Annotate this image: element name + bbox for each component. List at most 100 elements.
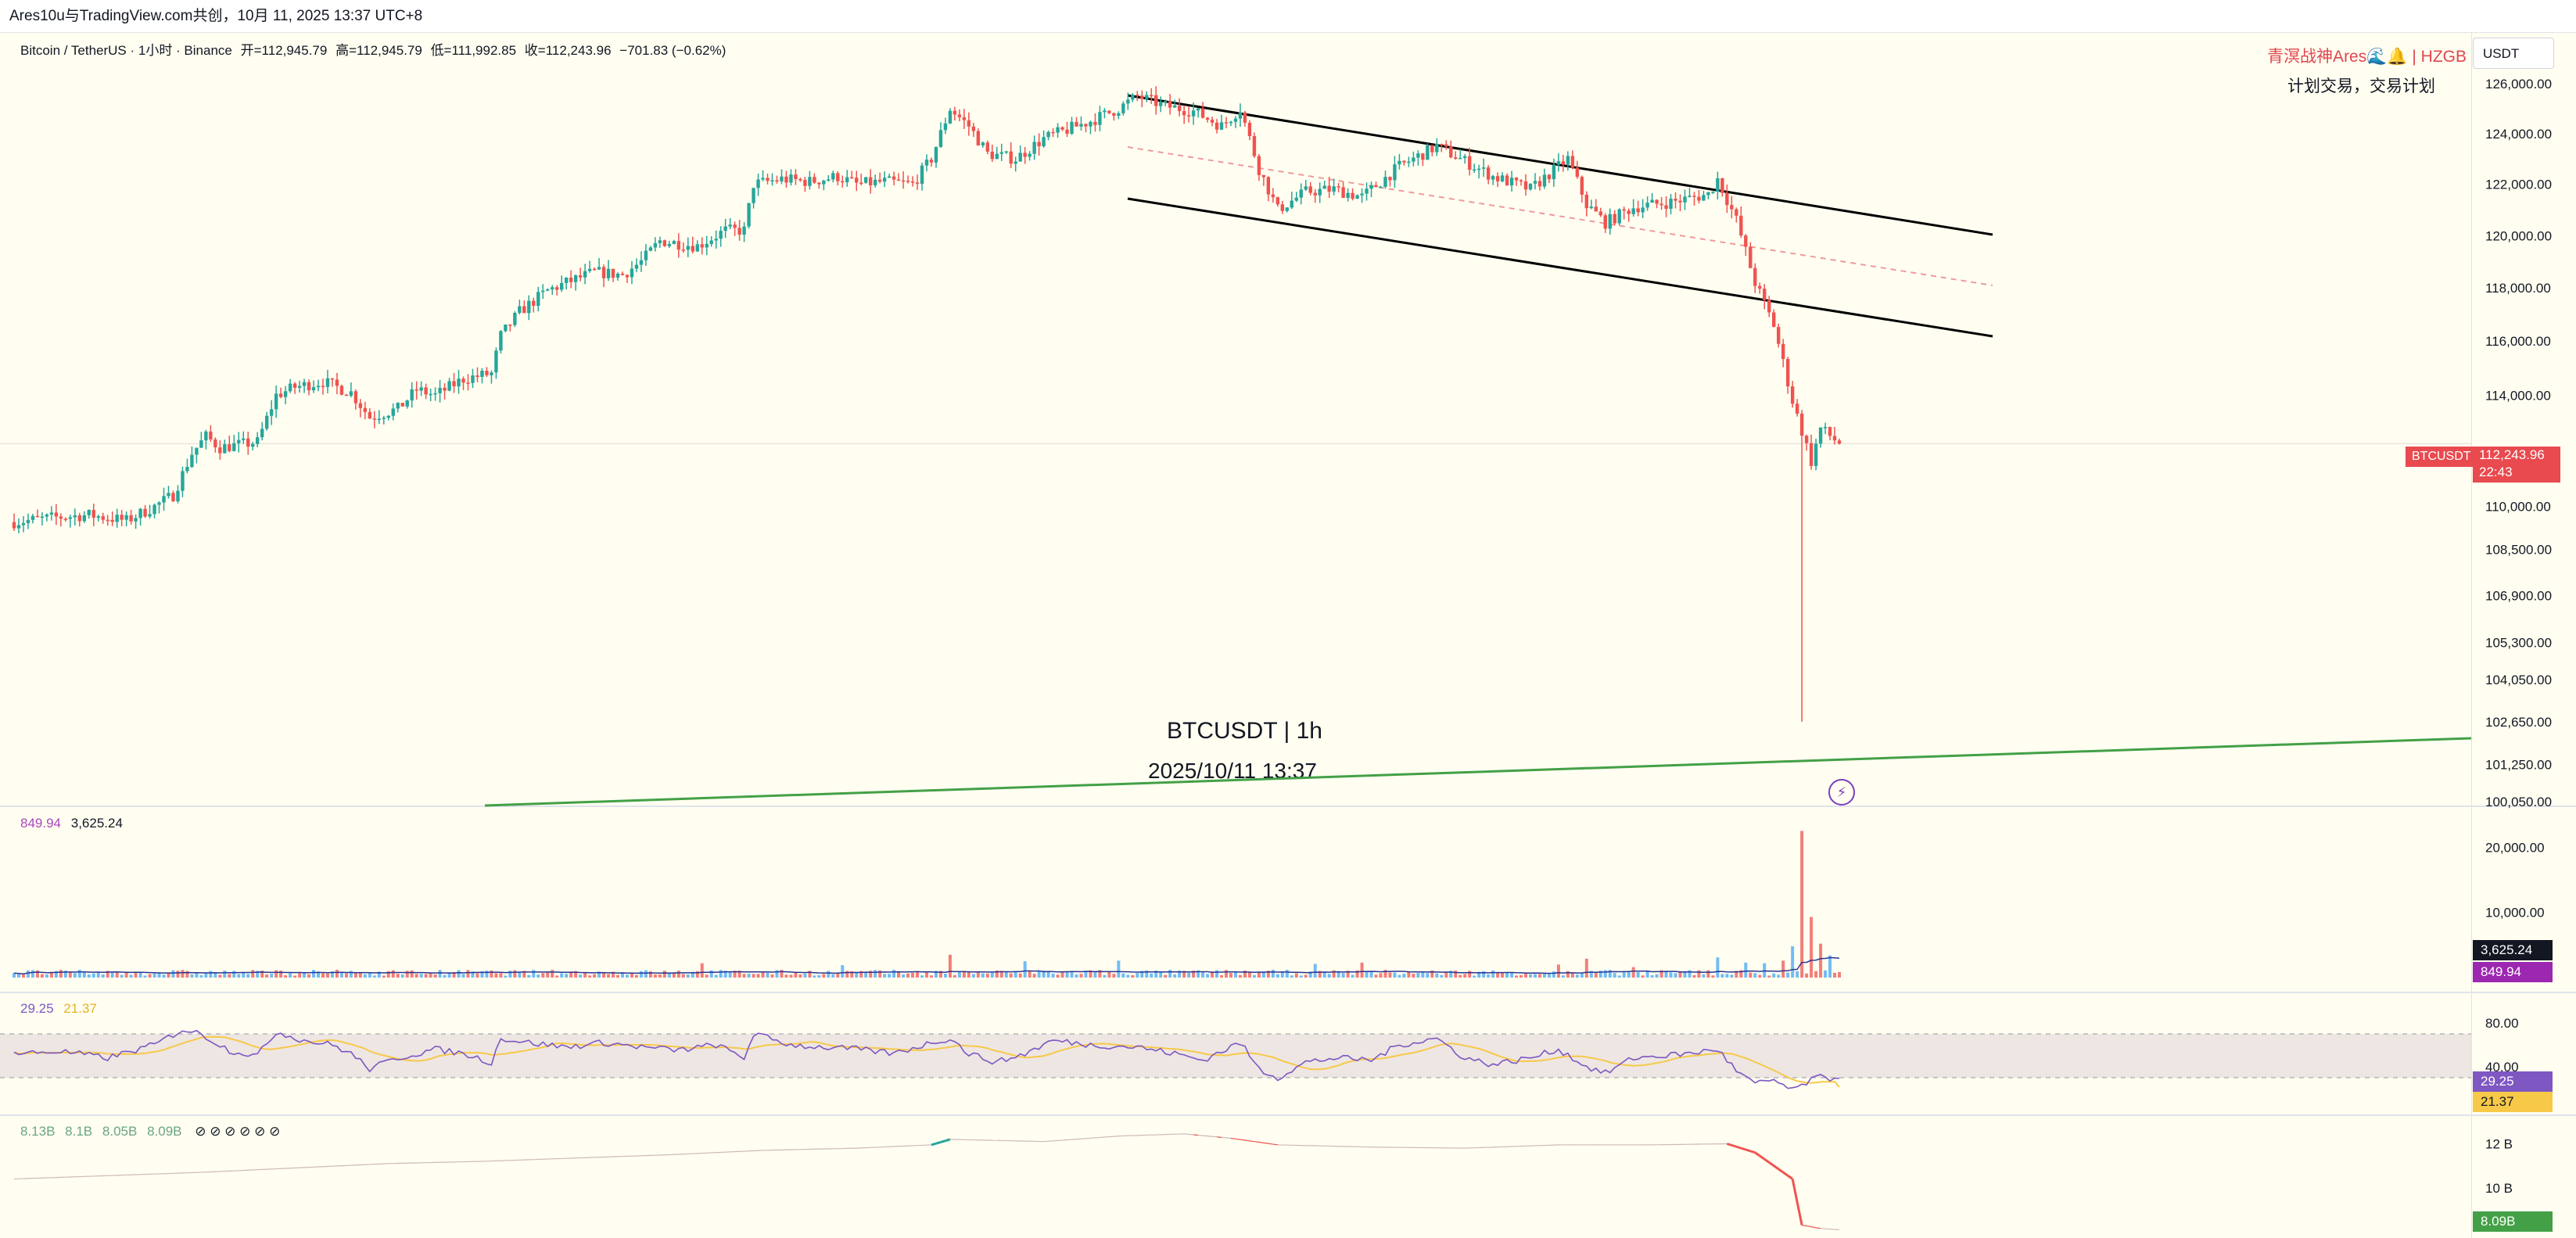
candle-body bbox=[1238, 112, 1243, 119]
candle-body bbox=[1136, 95, 1139, 96]
candle-body bbox=[672, 241, 676, 244]
volume-bar bbox=[686, 974, 690, 978]
volume-bar bbox=[925, 972, 928, 978]
volume-bar bbox=[662, 971, 666, 978]
candle-body bbox=[1495, 176, 1500, 181]
volume-bar bbox=[344, 973, 348, 978]
candle-body bbox=[630, 268, 634, 278]
candle-body bbox=[1556, 161, 1561, 165]
hidden-indicators-icons[interactable]: ⊘ ⊘ ⊘ ⊘ ⊘ ⊘ bbox=[195, 1124, 281, 1139]
volume-bar bbox=[1735, 971, 1738, 978]
volume-bar bbox=[888, 974, 892, 978]
volume-bar bbox=[325, 973, 329, 978]
candle-body bbox=[1547, 174, 1552, 180]
candle-body bbox=[1247, 123, 1252, 137]
volume-bar bbox=[648, 971, 652, 978]
candle-body bbox=[1758, 285, 1762, 289]
obv-segment bbox=[1735, 1145, 1742, 1150]
obv-legend-v2: 8.1B bbox=[65, 1124, 93, 1139]
close-value: 收=112,243.96 bbox=[524, 43, 612, 58]
candle-body bbox=[35, 515, 40, 518]
candle-body bbox=[457, 379, 461, 387]
volume-ma-tag: 3,625.24 bbox=[2473, 940, 2553, 960]
volume-bar bbox=[363, 974, 367, 978]
obv-segment bbox=[1249, 1140, 1255, 1143]
candle-body bbox=[232, 443, 236, 451]
volume-bar bbox=[124, 972, 128, 978]
candle-body bbox=[882, 178, 887, 182]
volume-bar bbox=[990, 972, 994, 978]
candle-body bbox=[836, 173, 840, 181]
candle-body bbox=[1271, 194, 1275, 198]
candle-body bbox=[999, 152, 1003, 154]
volume-bar bbox=[1758, 974, 1762, 978]
candle-body bbox=[1645, 203, 1649, 208]
volume-bar bbox=[279, 971, 283, 978]
currency-button[interactable]: USDT bbox=[2473, 38, 2554, 69]
candle-body bbox=[971, 126, 976, 131]
lightning-icon[interactable]: ⚡ bbox=[1828, 779, 1855, 806]
ascending-trend-line bbox=[484, 737, 2472, 807]
candle-body bbox=[1131, 95, 1135, 100]
volume-bar bbox=[1477, 971, 1481, 978]
obv-segment bbox=[1193, 1134, 1199, 1136]
candle-body bbox=[910, 181, 915, 183]
volume-bar bbox=[789, 974, 793, 978]
volume-bar bbox=[110, 971, 114, 978]
candle-body bbox=[1360, 193, 1364, 196]
candle-body bbox=[827, 179, 831, 181]
volume-bar bbox=[289, 973, 292, 978]
volume-bar bbox=[1164, 974, 1168, 978]
volume-bar bbox=[284, 975, 288, 978]
volume-bar bbox=[527, 974, 531, 978]
volume-bar bbox=[1519, 974, 1523, 978]
candle-body bbox=[1627, 210, 1631, 214]
candle-body bbox=[555, 287, 559, 290]
symbol-label[interactable]: Bitcoin / TetherUS · 1小时 · Binance bbox=[20, 43, 232, 58]
volume-bar bbox=[639, 971, 643, 978]
candle-body bbox=[1537, 181, 1542, 187]
candle-body bbox=[592, 268, 597, 271]
volume-bar bbox=[1079, 974, 1083, 978]
candle-body bbox=[181, 471, 185, 491]
candle-body bbox=[1336, 186, 1340, 188]
candle-body bbox=[1318, 188, 1322, 196]
candle-body bbox=[1818, 427, 1823, 444]
volume-bar bbox=[298, 973, 302, 978]
candle-body bbox=[1430, 145, 1434, 153]
candle-body bbox=[1070, 121, 1074, 135]
volume-bar bbox=[1664, 971, 1668, 978]
volume-bar bbox=[171, 970, 175, 978]
candle-body bbox=[1219, 122, 1224, 130]
candle-body bbox=[54, 512, 59, 517]
candle-body bbox=[269, 409, 274, 416]
obv-line bbox=[13, 1133, 1840, 1231]
volume-bar bbox=[747, 973, 751, 978]
candle-body bbox=[302, 382, 307, 386]
volume-bar bbox=[1688, 970, 1692, 978]
candle-body bbox=[195, 447, 199, 455]
candle-body bbox=[1075, 121, 1078, 127]
obv-segment bbox=[1782, 1171, 1789, 1177]
volume-bar bbox=[461, 974, 465, 978]
candle-body bbox=[1678, 200, 1682, 203]
volume-bar bbox=[1046, 971, 1050, 978]
volume-bar bbox=[1243, 971, 1247, 978]
candle-body bbox=[190, 454, 194, 468]
candle-body bbox=[733, 224, 737, 228]
candle-body bbox=[841, 181, 845, 183]
candle-body bbox=[1809, 443, 1814, 466]
volume-bar bbox=[1407, 971, 1411, 978]
candle-body bbox=[513, 312, 517, 325]
candle-body bbox=[45, 514, 49, 517]
candle-body bbox=[1440, 144, 1444, 145]
volume-bar bbox=[1393, 972, 1397, 978]
obv-segment bbox=[1726, 1143, 1732, 1146]
candle-body bbox=[691, 246, 694, 252]
volume-bar bbox=[209, 971, 213, 978]
volume-bar bbox=[1594, 973, 1598, 978]
volume-bar bbox=[808, 971, 812, 978]
candles bbox=[12, 86, 1842, 722]
candle-body bbox=[1412, 157, 1415, 162]
